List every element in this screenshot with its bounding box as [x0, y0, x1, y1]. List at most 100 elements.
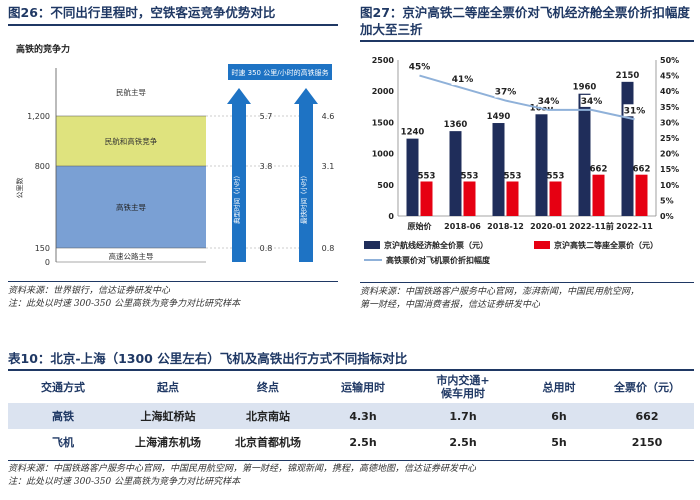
y-tick-label: 500	[377, 181, 394, 190]
discount-label: 34%	[538, 97, 560, 107]
speed-label: 时速 350 公里/小时的高铁服务	[231, 68, 328, 77]
fig26-title-rule	[8, 24, 338, 26]
fig27-title-rule	[360, 40, 694, 42]
cell-origin: 上海浦东机场	[118, 429, 218, 455]
table-row: 飞机 上海浦东机场 北京首都机场 2.5h 2.5h 5h 2150	[8, 429, 694, 455]
cell-destination: 北京首都机场	[218, 429, 318, 455]
cell-mode: 高铁	[8, 403, 118, 429]
arrow-typical-label: 典型时间（小时）	[232, 172, 241, 224]
data-label-airfare: 1360	[444, 120, 468, 130]
th-full-fare: 全票价（元）	[614, 380, 680, 394]
fig27-source-line1: 资料来源：中国铁路客户服务中心官网，澎湃新闻，中国民用航空网，	[360, 287, 640, 297]
x-tick-label: 2018-12	[487, 222, 524, 231]
table10-title-rule	[8, 369, 694, 371]
zone-road-label: 高速公路主导	[109, 251, 154, 261]
bar-airfare	[406, 138, 419, 216]
table10-header-row: 交通方式 起点 终点 运输用时 市内交通+ 候车用时 总用时 全票价（元）	[8, 371, 694, 403]
data-label-railfare: 662	[590, 165, 608, 175]
x-tick-label: 2022-11	[616, 222, 653, 231]
bar-airfare	[492, 123, 505, 216]
cell-full-fare: 662	[600, 403, 694, 429]
table10-source-rule	[8, 460, 694, 461]
arrow-fastest-icon	[294, 88, 318, 262]
x-tick-label: 2022-11前	[569, 221, 614, 231]
cell-transit-time: 4.3h	[318, 403, 408, 429]
discount-label: 41%	[452, 75, 474, 85]
y2-tick-label: 35%	[660, 103, 679, 112]
table10-source: 资料来源：中国铁路客户服务中心官网，中国民用航空网，第一财经，锦观新闻，携程，高…	[8, 463, 694, 489]
y2-tick-label: 0%	[660, 212, 674, 221]
discount-line	[419, 74, 635, 121]
cell-destination: 北京南站	[218, 403, 318, 429]
bar-railfare	[635, 174, 648, 216]
discount-label-bg	[494, 85, 517, 98]
arrow-typical-icon	[227, 88, 251, 262]
legend-bar2-swatch	[534, 241, 550, 249]
fig26-source: 资料来源：世界银行，信达证券研发中心 注：此处以时速 300-350 公里高铁为…	[8, 285, 338, 311]
zone-mixed-label: 民航和高铁竞争	[105, 136, 158, 146]
fig27-line: 45% 41% 37% 34% 34% 31%	[408, 60, 646, 121]
fig27-axes: 0 500 1000 1500 2000 2500 0% 5% 10% 15% 20% 25% 30% 3…	[372, 56, 679, 231]
y2-tick-label: 30%	[660, 118, 679, 127]
typical-150: 0.8	[260, 244, 273, 253]
fig26-svg: 高铁的竞争力 1,200 800 150 0 公里数 民航主导 民航和高铁竞争 …	[15, 43, 335, 267]
data-label-airfare: 1240	[401, 128, 425, 138]
th-origin: 起点	[157, 380, 179, 394]
y-tick-label: 1500	[372, 118, 395, 127]
fig27-title: 图27：京沪高铁二等座全票价对飞机经济舱全票价折扣幅度 加大至三折	[360, 4, 694, 38]
fig26-ylabel: 高铁的竞争力	[16, 43, 70, 55]
tick-150: 150	[35, 244, 50, 253]
discount-label: 45%	[409, 63, 431, 73]
th-transit-time: 运输用时	[341, 380, 385, 394]
fig27-source-rule	[360, 282, 694, 283]
fig26-title: 图26：不同出行里程时，空铁客运竞争优势对比	[8, 5, 276, 20]
bar-railfare	[420, 181, 433, 216]
y2-tick-label: 40%	[660, 87, 679, 96]
legend-bar2-label: 京沪高铁二等座全票价（元）	[554, 240, 658, 250]
cell-origin: 上海虹桥站	[118, 403, 218, 429]
cell-mode: 飞机	[8, 429, 118, 455]
fig27-title-line2: 加大至三折	[360, 22, 423, 37]
zone-rail	[56, 166, 206, 248]
data-label-railfare: 553	[418, 171, 436, 181]
fig26-axis-unit: 公里数	[15, 178, 24, 199]
zone-road	[56, 248, 206, 262]
speed-label-box	[228, 64, 332, 80]
bar-railfare	[506, 181, 519, 216]
discount-label: 34%	[581, 97, 603, 107]
data-label-airfare: 2150	[616, 71, 640, 81]
typical-1200: 5.7	[260, 112, 273, 121]
fig27-chart: 0 500 1000 1500 2000 2500 0% 5% 10% 15% 20% 25% 30% 3…	[360, 44, 694, 284]
tick-1200: 1,200	[27, 112, 50, 121]
y-tick-label: 1000	[372, 150, 395, 159]
data-label-railfare: 553	[504, 171, 522, 181]
cell-transit-time: 2.5h	[318, 429, 408, 455]
cell-local-wait-time: 1.7h	[408, 403, 518, 429]
y2-tick-label: 45%	[660, 72, 679, 81]
data-label-railfare: 553	[461, 171, 479, 181]
x-tick-label: 原始价	[408, 221, 433, 231]
bar-airfare	[535, 114, 548, 216]
legend-line-label: 高铁票价对飞机票价折扣幅度	[386, 255, 491, 265]
bar-airfare	[578, 93, 591, 216]
zone-rail-label: 高铁主导	[116, 202, 146, 212]
fig26-source-line2: 注：此处以时速 300-350 公里高铁为竞争力对比研究样本	[8, 299, 241, 309]
legend-bar1-label: 京沪航线经济舱全价票（元）	[384, 240, 488, 250]
fastest-1200: 4.6	[322, 112, 335, 121]
discount-label-bg	[451, 73, 474, 86]
y2-tick-label: 20%	[660, 150, 679, 159]
y2-tick-label: 25%	[660, 134, 679, 143]
y2-tick-label: 5%	[660, 196, 674, 205]
discount-label-bg	[623, 104, 646, 117]
tick-0: 0	[45, 258, 50, 267]
table10-source-line2: 注：此处以时速 300-350 公里高铁为竞争力对比研究样本	[8, 477, 241, 487]
th-total-time: 总用时	[542, 380, 576, 394]
zone-air-label: 民航主导	[116, 87, 146, 97]
fig26-diagram: 高铁的竞争力 1,200 800 150 0 公里数 民航主导 民航和高铁竞争 …	[8, 28, 338, 280]
y-tick-label: 2000	[372, 87, 395, 96]
y2-tick-label: 15%	[660, 165, 679, 174]
cell-total-time: 5h	[518, 429, 600, 455]
data-label-railfare: 553	[547, 171, 565, 181]
fig27-bars: 1240553136055314905531630553196066221506…	[401, 71, 650, 216]
fig27-title-line1: 图27：京沪高铁二等座全票价对飞机经济舱全票价折扣幅度	[360, 5, 690, 20]
